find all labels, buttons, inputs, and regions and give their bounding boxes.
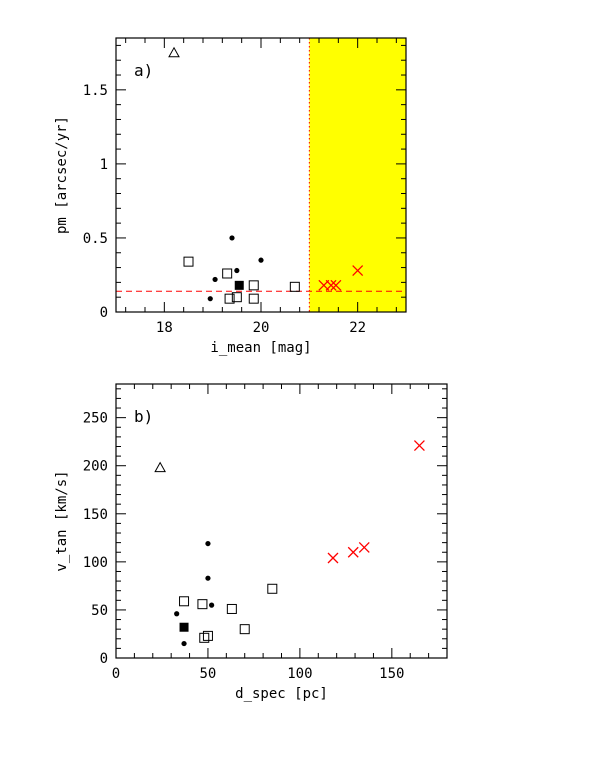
point-open-triangle <box>154 461 166 473</box>
point-open-square <box>222 268 233 279</box>
panel-a-ylabel: pm [arcsec/yr] <box>54 116 70 234</box>
point-open-square <box>267 583 278 594</box>
point-cross <box>327 552 339 564</box>
panel-b-frame <box>115 383 448 659</box>
point-open-square <box>231 292 242 303</box>
y-tick-label: 50 <box>91 603 108 619</box>
x-tick-label: 150 <box>379 666 404 682</box>
panel-b-label: b) <box>134 407 153 426</box>
point-dot <box>174 611 180 617</box>
y-tick-label: 0.5 <box>83 231 108 247</box>
shaded-region <box>309 38 406 312</box>
y-tick-label: 250 <box>83 411 108 427</box>
point-open-square <box>202 630 213 641</box>
point-dot <box>258 257 264 263</box>
panel-a-xlabel: i_mean [mag] <box>210 340 311 356</box>
point-open-triangle <box>168 46 180 58</box>
panel-b-xlabel: d_spec [pc] <box>235 686 328 702</box>
point-cross <box>352 265 364 276</box>
point-open-square <box>197 599 208 610</box>
point-open-square <box>224 293 235 304</box>
panel-a: 18 20 22 0 0.5 1 1.5 a) i_mean [mag] pm [arcse… <box>54 37 407 356</box>
point-open-square <box>289 281 300 292</box>
y-tick-label: 0 <box>100 651 108 667</box>
point-dot <box>205 575 211 581</box>
point-open-square <box>248 280 259 291</box>
y-tick-label: 1 <box>100 157 108 173</box>
y-tick-label: 1.5 <box>83 83 108 99</box>
y-tick-label: 200 <box>83 459 108 475</box>
y-tick-label: 150 <box>83 507 108 523</box>
point-dot <box>229 235 235 241</box>
panel-b-plot-layer <box>154 440 425 647</box>
point-filled-square <box>234 280 244 290</box>
point-dot <box>205 540 211 547</box>
x-tick-label: 0 <box>112 666 120 682</box>
panel-b-ylabel: v_tan [km/s] <box>54 470 70 571</box>
y-tick-label: 0 <box>100 305 108 321</box>
point-cross <box>330 279 342 291</box>
x-tick-label: 20 <box>253 320 270 336</box>
point-open-square <box>226 603 237 614</box>
point-open-square <box>239 624 250 635</box>
point-open-square <box>199 632 210 643</box>
x-tick-label: 18 <box>156 320 173 336</box>
point-cross <box>347 546 359 558</box>
x-tick-label: 100 <box>287 666 312 682</box>
x-tick-label: 50 <box>200 666 217 682</box>
point-cross <box>413 440 425 451</box>
panel-a-ticks: 18 20 22 0 0.5 1 1.5 <box>83 38 406 336</box>
point-filled-square <box>179 622 189 632</box>
panel-b-ticks: 0 50 100 150 0 50 100 150 200 250 <box>83 384 448 682</box>
point-dot <box>207 296 213 302</box>
point-dot <box>234 267 240 274</box>
point-open-square <box>179 596 190 607</box>
point-open-square <box>248 293 259 304</box>
panel-a-plot-layer <box>116 38 406 312</box>
y-tick-label: 100 <box>83 555 108 571</box>
point-dot <box>209 602 215 608</box>
point-open-square <box>183 256 194 267</box>
panel-a-label: a) <box>134 61 153 80</box>
point-dot <box>181 640 187 647</box>
point-cross <box>325 279 337 291</box>
x-tick-label: 22 <box>349 320 366 336</box>
point-cross <box>358 541 370 553</box>
point-dot <box>212 276 218 283</box>
